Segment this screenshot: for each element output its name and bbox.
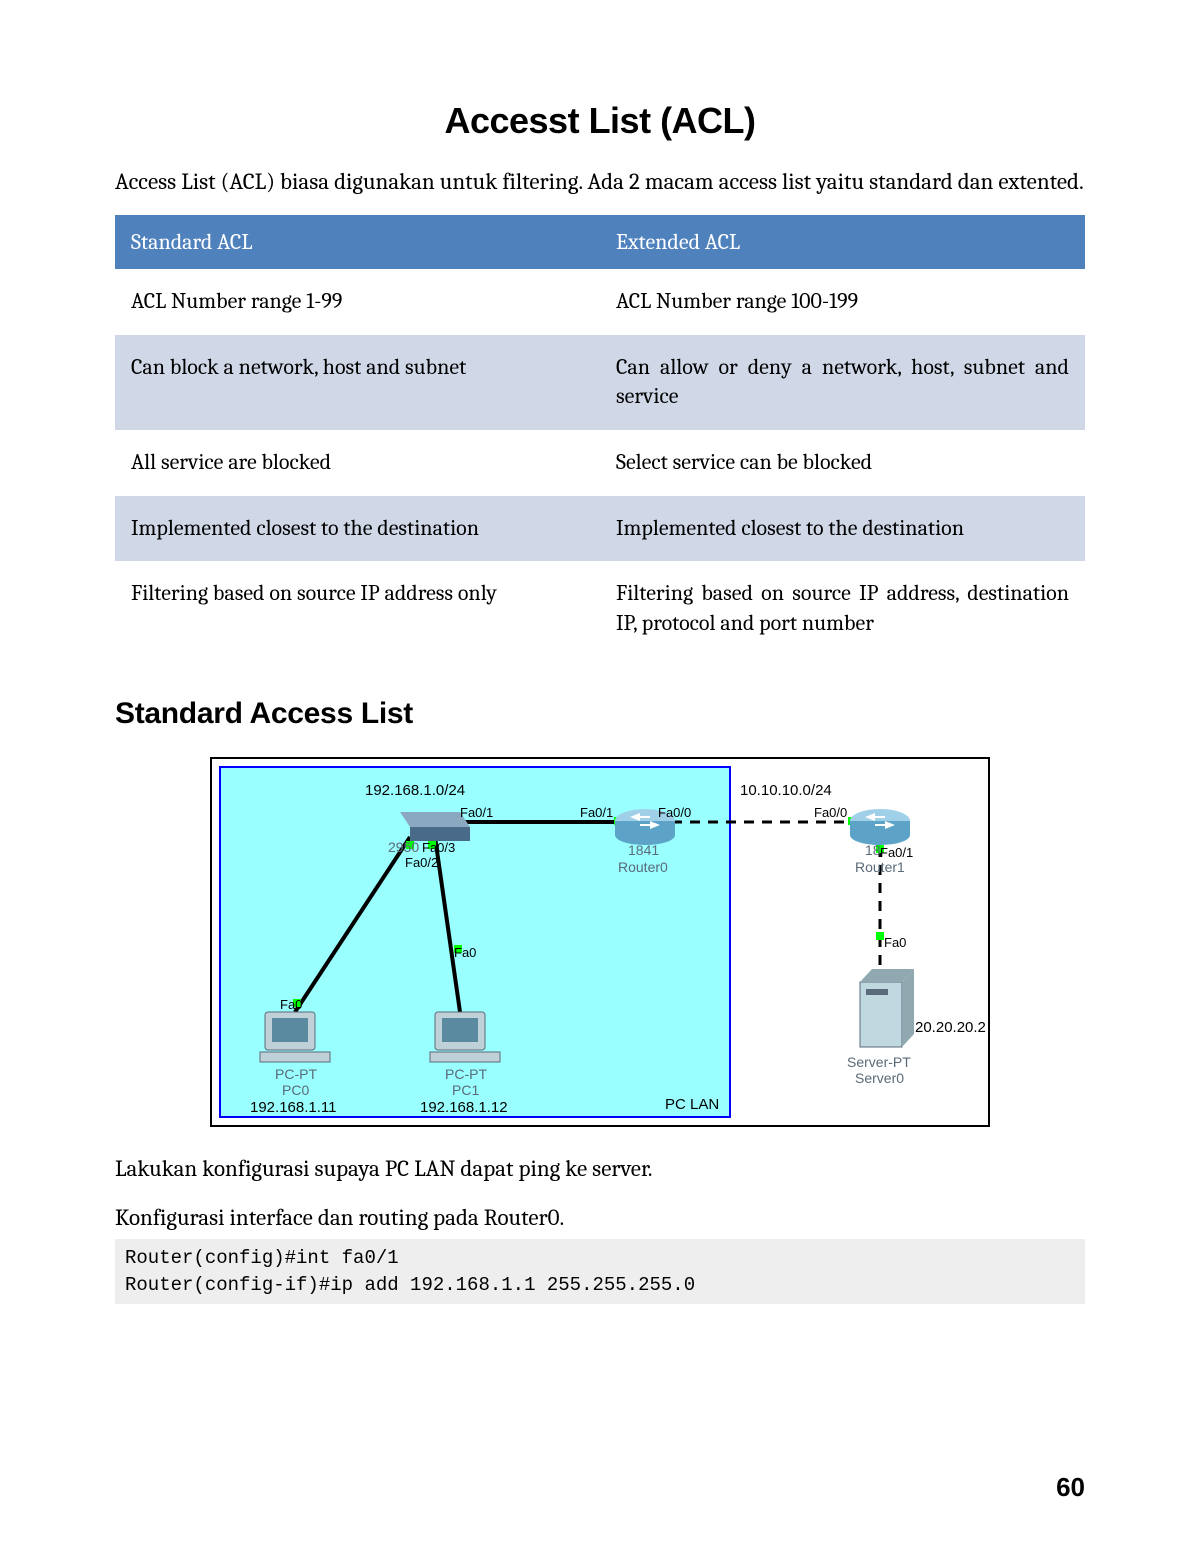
table-row: Filtering based on source IP address onl… <box>115 561 1085 656</box>
r0-fa00: Fa0/0 <box>658 805 691 820</box>
srv-name: Server0 <box>855 1070 904 1086</box>
cell: ACL Number range 100-199 <box>600 269 1085 335</box>
cell: Can block a network, host and subnet <box>115 335 600 430</box>
cell: ACL Number range 1-99 <box>115 269 600 335</box>
r1-fa01: Fa0/1 <box>880 845 913 860</box>
cell: Filtering based on source IP address, de… <box>600 561 1085 656</box>
page-title: Accesst List (ACL) <box>115 100 1085 142</box>
r1-name: Router1 <box>855 859 905 875</box>
pc1-if: Fa0 <box>454 945 476 960</box>
srv-if: Fa0 <box>884 935 906 950</box>
srv-type: Server-PT <box>847 1054 911 1070</box>
section-standard-acl: Standard Access List <box>115 697 1085 731</box>
acl-comparison-table: Standard ACL Extended ACL ACL Number ran… <box>115 215 1085 657</box>
pc0-ip: 192.168.1.11 <box>250 1099 336 1116</box>
code-block: Router(config)#int fa0/1 Router(config-i… <box>115 1239 1085 1304</box>
pc1-type: PC-PT <box>445 1066 487 1082</box>
table-row: ACL Number range 1-99 ACL Number range 1… <box>115 269 1085 335</box>
r0-fa01: Fa0/1 <box>580 805 613 820</box>
sw-fa01: Fa0/1 <box>460 805 493 820</box>
network-diagram: 192.168.1.0/24 10.10.10.0/24 Fa0/1 2950 … <box>210 757 990 1127</box>
r1-fa00: Fa0/0 <box>814 805 847 820</box>
pc0-if: Fa0 <box>280 997 302 1012</box>
cell: Can allow or deny a network, host, subne… <box>600 335 1085 430</box>
col-standard: Standard ACL <box>115 215 600 269</box>
lan-caption: PC LAN <box>665 1096 719 1113</box>
srv-ip: 20.20.20.2 <box>915 1019 986 1036</box>
sw-name: 2950 <box>388 839 419 855</box>
cell: Implemented closest to the destination <box>115 496 600 562</box>
pc0-name: PC0 <box>282 1082 309 1098</box>
body-p2: Lakukan konfigurasi supaya PC LAN dapat … <box>115 1153 1085 1184</box>
body-p3: Konfigurasi interface dan routing pada R… <box>115 1202 1085 1233</box>
r1-model: 18 <box>865 842 881 858</box>
table-row: Implemented closest to the destination I… <box>115 496 1085 562</box>
pc1-name: PC1 <box>452 1082 479 1098</box>
net2-label: 10.10.10.0/24 <box>740 782 832 799</box>
server-icon <box>860 969 914 1047</box>
sw-fa02: Fa0/2 <box>405 855 438 870</box>
r0-model: 1841 <box>628 842 659 858</box>
cell: All service are blocked <box>115 430 600 496</box>
pc0-type: PC-PT <box>275 1066 317 1082</box>
pc1-ip: 192.168.1.12 <box>420 1099 508 1116</box>
intro-paragraph: Access List (ACL) biasa digunakan untuk … <box>115 166 1085 197</box>
cell: Select service can be blocked <box>600 430 1085 496</box>
router1-icon <box>850 809 910 845</box>
table-row: Can block a network, host and subnet Can… <box>115 335 1085 430</box>
page-number: 60 <box>1056 1472 1085 1503</box>
cell: Filtering based on source IP address onl… <box>115 561 600 656</box>
table-row: All service are blocked Select service c… <box>115 430 1085 496</box>
col-extended: Extended ACL <box>600 215 1085 269</box>
sw-fa03: Fa0/3 <box>422 840 455 855</box>
cell: Implemented closest to the destination <box>600 496 1085 562</box>
r0-name: Router0 <box>618 859 668 875</box>
net1-label: 192.168.1.0/24 <box>365 782 465 799</box>
